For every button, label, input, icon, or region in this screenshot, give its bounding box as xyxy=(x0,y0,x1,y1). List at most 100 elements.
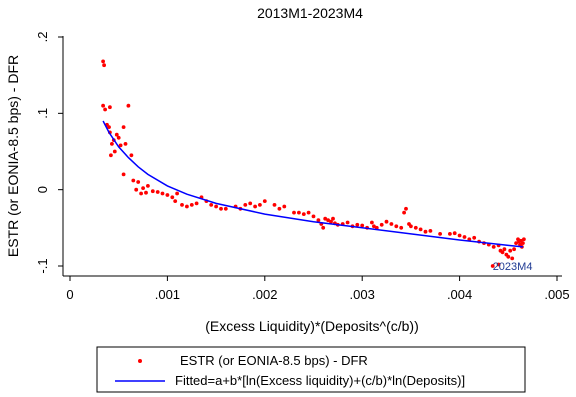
y-tick-label: .2 xyxy=(35,32,50,43)
data-point xyxy=(409,224,413,229)
fit-line-group xyxy=(102,120,523,248)
data-point xyxy=(185,204,189,209)
data-point xyxy=(402,210,406,215)
data-point xyxy=(102,63,106,68)
data-point xyxy=(223,206,228,211)
data-point xyxy=(118,143,123,148)
data-point xyxy=(301,212,306,217)
data-point xyxy=(170,195,175,200)
data-point xyxy=(331,216,335,221)
x-tick-label: .001 xyxy=(155,287,180,302)
y-tick-label: 0 xyxy=(35,186,50,193)
x-tick-label: 0 xyxy=(66,287,73,302)
data-point xyxy=(150,189,155,194)
y-ticks: -.1 0 .1 .2 xyxy=(35,32,63,274)
data-point xyxy=(175,191,180,196)
x-tick-label: .004 xyxy=(447,287,472,302)
data-point xyxy=(506,254,511,259)
legend-box xyxy=(96,346,526,393)
data-point xyxy=(116,135,121,140)
data-point xyxy=(418,227,423,232)
data-point xyxy=(131,178,136,183)
data-point xyxy=(502,247,507,252)
data-point xyxy=(258,203,262,207)
data-point xyxy=(311,214,316,219)
y-tick-label: .1 xyxy=(35,108,50,119)
data-point xyxy=(103,107,107,112)
data-point xyxy=(253,204,257,209)
data-point xyxy=(496,262,501,267)
chart-title: 2013M1-2023M4 xyxy=(257,5,363,21)
x-axis-label: (Excess Liquidity)*(Deposits^(c/b)) xyxy=(205,318,419,334)
data-point xyxy=(219,206,223,211)
data-point xyxy=(262,199,267,204)
data-point xyxy=(282,204,287,209)
data-point xyxy=(370,220,374,225)
data-point xyxy=(292,210,296,215)
y-tick-label: -.1 xyxy=(35,258,50,273)
point-annotation: 2023M4 xyxy=(493,261,533,273)
data-point xyxy=(522,237,526,242)
data-point xyxy=(110,142,114,146)
data-point xyxy=(129,153,134,158)
data-point xyxy=(209,203,214,207)
legend: ESTR (or EONIA-8.5 bps) - DFR Fitted=a+b… xyxy=(96,346,526,393)
data-point xyxy=(214,204,219,209)
data-point xyxy=(107,125,111,129)
data-point xyxy=(374,225,379,230)
data-point xyxy=(457,233,462,238)
data-point xyxy=(121,125,126,129)
data-point xyxy=(491,245,496,249)
legend-scatter-marker xyxy=(138,359,142,363)
data-point xyxy=(139,191,144,196)
data-point xyxy=(360,223,365,228)
x-ticks: 0 .001 .002 .003 .004 .005 xyxy=(66,276,570,302)
data-point xyxy=(180,203,184,207)
data-point xyxy=(423,229,428,234)
data-point xyxy=(101,103,105,108)
data-point xyxy=(500,250,505,255)
data-point xyxy=(316,218,321,223)
data-point xyxy=(144,190,148,195)
data-point xyxy=(355,222,360,227)
data-point xyxy=(155,190,160,194)
data-point xyxy=(326,218,330,223)
data-point xyxy=(109,153,113,158)
data-point xyxy=(512,247,516,252)
data-point xyxy=(404,206,408,211)
data-point xyxy=(173,199,178,204)
data-point xyxy=(141,186,146,191)
data-point xyxy=(134,187,139,192)
data-point xyxy=(394,224,399,229)
fitted-line xyxy=(102,120,523,248)
data-point xyxy=(399,225,404,230)
data-point xyxy=(277,206,282,211)
data-point xyxy=(243,203,248,207)
data-point xyxy=(379,222,384,227)
data-point xyxy=(329,219,333,224)
x-tick-label: .005 xyxy=(544,287,569,302)
data-point xyxy=(165,193,170,197)
data-point xyxy=(384,219,389,224)
data-point xyxy=(272,203,277,207)
data-point xyxy=(508,248,513,253)
data-point xyxy=(521,241,525,246)
data-point xyxy=(389,222,394,226)
data-point xyxy=(248,201,253,206)
data-point xyxy=(323,216,328,221)
data-point xyxy=(462,235,467,239)
data-point xyxy=(108,105,112,110)
data-point xyxy=(189,203,194,207)
data-point xyxy=(321,225,326,230)
data-point xyxy=(472,235,477,240)
data-point xyxy=(136,180,141,184)
data-point xyxy=(123,142,128,146)
data-point xyxy=(428,229,433,233)
data-point xyxy=(306,210,311,215)
data-point xyxy=(194,201,199,206)
scatter-points xyxy=(101,59,526,268)
legend-scatter-label: ESTR (or EONIA-8.5 bps) - DFR xyxy=(180,353,368,368)
data-point xyxy=(438,232,442,236)
data-point xyxy=(126,103,131,108)
